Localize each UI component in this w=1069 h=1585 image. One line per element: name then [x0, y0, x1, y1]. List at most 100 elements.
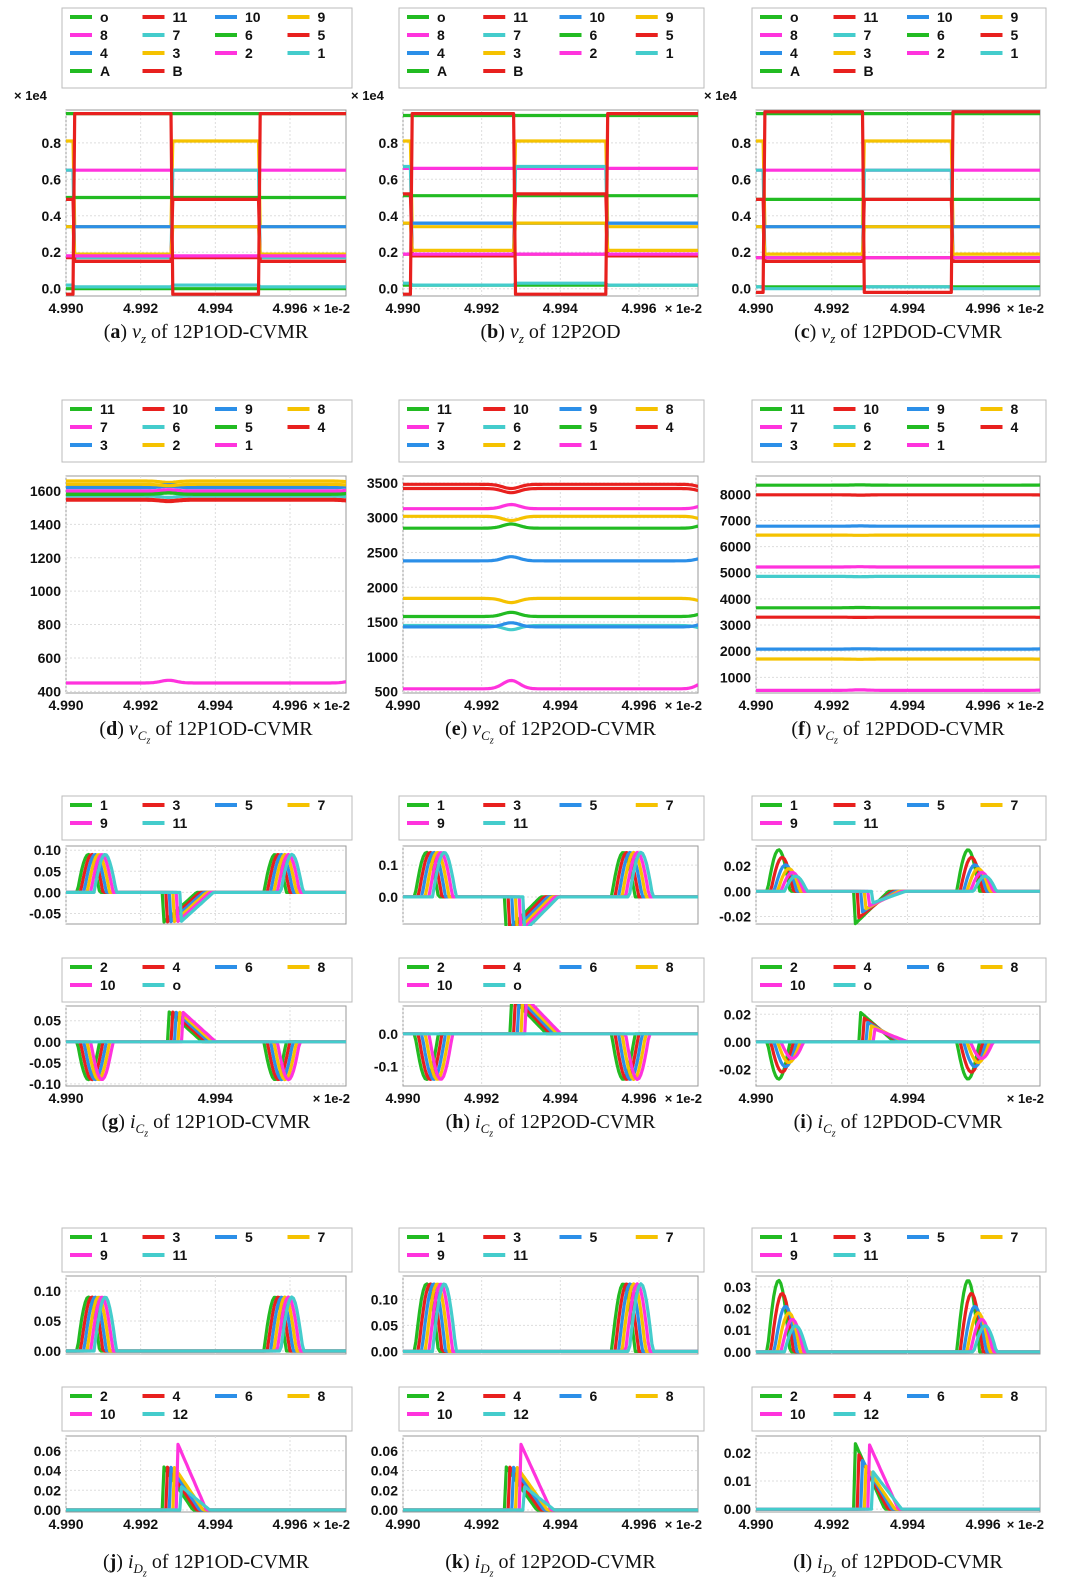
legend-label: 7 [666, 797, 674, 813]
chart-h1: 0.0 0.1 [379, 845, 699, 926]
series-group [756, 1278, 1040, 1354]
x-tick-label: 4.990 [738, 1090, 773, 1106]
series-line-3 [66, 225, 346, 256]
y-tick-label: 1000 [367, 649, 398, 665]
series-line-5 [66, 197, 346, 263]
y-tick-label: 400 [38, 683, 62, 699]
legend-label: 4 [864, 1388, 872, 1404]
y-tick-label: 0.0 [42, 281, 62, 297]
chart-i2: -0.02 0.00 0.02 4.990 4.994 × 1e-2 [719, 1005, 1044, 1106]
y-tick-label: 0.0 [379, 889, 399, 905]
y-tick-label: 0.02 [724, 858, 751, 874]
legend-label: 5 [245, 797, 253, 813]
series-line-1 [66, 678, 346, 685]
x-tick-label: 4.990 [738, 1516, 773, 1532]
legend-label: o [864, 977, 873, 993]
legend-label: 1 [437, 797, 445, 813]
series-line-11 [756, 874, 1040, 905]
series-line-12 [756, 1470, 1040, 1511]
chart-l2: 0.00 0.01 0.02 4.990 4.992 4.994 4.996 × 1e-2 [724, 1435, 1044, 1532]
caption-var: i [817, 1111, 824, 1133]
chart-l1: 0.00 0.01 0.02 0.03 [724, 1275, 1041, 1360]
legend-label: 8 [437, 27, 445, 43]
series-line-1 [66, 283, 346, 289]
caption-var: v [816, 718, 826, 740]
x-tick-label: 4.996 [272, 1516, 307, 1532]
caption-subsub: z [489, 1568, 494, 1580]
x-tick-label: 4.992 [123, 300, 158, 316]
y-tick-label: -0.10 [29, 1076, 61, 1092]
caption-var: i [129, 1111, 136, 1133]
legend-label: 1 [937, 437, 945, 453]
legend-label: 9 [318, 9, 326, 25]
y-tick-label: 0.2 [379, 244, 399, 260]
legend-label: 11 [173, 1247, 188, 1263]
y-tick-label: 0.05 [371, 1317, 398, 1333]
series-group [756, 110, 1040, 294]
series-line-9 [403, 850, 698, 926]
x-tick-label: 4.996 [272, 697, 307, 713]
caption-letter: e [451, 718, 461, 740]
y-tick-label: 0.0 [732, 281, 752, 297]
y-tick-label: 0.6 [732, 171, 752, 187]
caption-letter: c [800, 321, 810, 343]
chart-c: 0.0 0.2 0.4 0.6 0.8 × 1e4 4.990 4.992 4.994 4.996… [704, 88, 1044, 316]
legend-label: 1 [100, 797, 108, 813]
legend-label: 12 [513, 1406, 529, 1422]
legend-label: 9 [790, 815, 798, 831]
legend-label: 2 [937, 45, 945, 61]
legend-label: 10 [790, 1406, 806, 1422]
caption-sub: C [825, 728, 834, 743]
y-tick-label: 1000 [720, 669, 751, 685]
caption-letter: l [799, 1551, 806, 1573]
legend-label: 1 [245, 437, 253, 453]
legend-label: 2 [513, 437, 521, 453]
series-line-5 [756, 197, 1040, 263]
series-line-12 [403, 1485, 698, 1512]
caption-subsub: z [489, 1128, 494, 1140]
caption-letter: h [452, 1111, 464, 1133]
caption-h: (h) iCz of 12P2OD-CVMR [445, 1111, 656, 1140]
legend: 1 3 5 7 9 11 [61, 795, 353, 841]
caption-sub: C [480, 1121, 490, 1136]
legend-label: 1 [1011, 45, 1019, 61]
caption-var: v [128, 718, 138, 740]
legend-label: 11 [100, 401, 115, 417]
chart-b: 0.0 0.2 0.4 0.6 0.8 × 1e4 4.990 4.992 4.994 4.996… [351, 88, 702, 316]
legend-label: 10 [100, 977, 116, 993]
legend: 11 10 9 8 7 6 5 4 3 2 1 [61, 399, 353, 463]
legend-label: 7 [864, 27, 872, 43]
y-tick-label: 0.01 [724, 1322, 751, 1338]
y-tick-label: 0.02 [724, 1445, 751, 1461]
caption-text: of 12P1OD-CVMR [153, 1111, 311, 1133]
y-tick-label: 0.8 [732, 135, 752, 151]
series-group [756, 1011, 1040, 1081]
series-line-10 [403, 486, 698, 495]
caption-letter: j [109, 1551, 117, 1573]
series-line-11 [66, 852, 346, 923]
legend-label: 7 [666, 1229, 674, 1245]
y-tick-label: 0.2 [42, 244, 62, 260]
y-tick-label: 0.6 [42, 171, 62, 187]
legend: 2 4 6 8 10 12 [61, 1386, 353, 1432]
legend-label: 12 [864, 1406, 880, 1422]
chart-k1: 0.00 0.05 0.10 [371, 1275, 699, 1359]
caption-subsub: z [142, 1568, 147, 1580]
legend-label: 7 [100, 419, 108, 435]
caption-text: of 12P2OD-CVMR [498, 1551, 656, 1573]
series-group [66, 479, 346, 685]
series-line-B [756, 110, 1040, 294]
series-line-4 [403, 482, 698, 491]
legend-label: 9 [437, 1247, 445, 1263]
x-tick-label: 4.994 [890, 697, 925, 713]
x-tick-label: 4.996 [621, 697, 656, 713]
x-tick-label: 4.996 [966, 1516, 1001, 1532]
legend-label: 1 [666, 45, 674, 61]
y-tick-label: -0.1 [374, 1058, 398, 1074]
y-tick-label: 0.05 [34, 1313, 61, 1329]
x-tick-label: 4.992 [814, 697, 849, 713]
legend-label: 1 [100, 1229, 108, 1245]
y-tick-label: 0.05 [34, 863, 61, 879]
y-tick-label: 3000 [720, 617, 751, 633]
